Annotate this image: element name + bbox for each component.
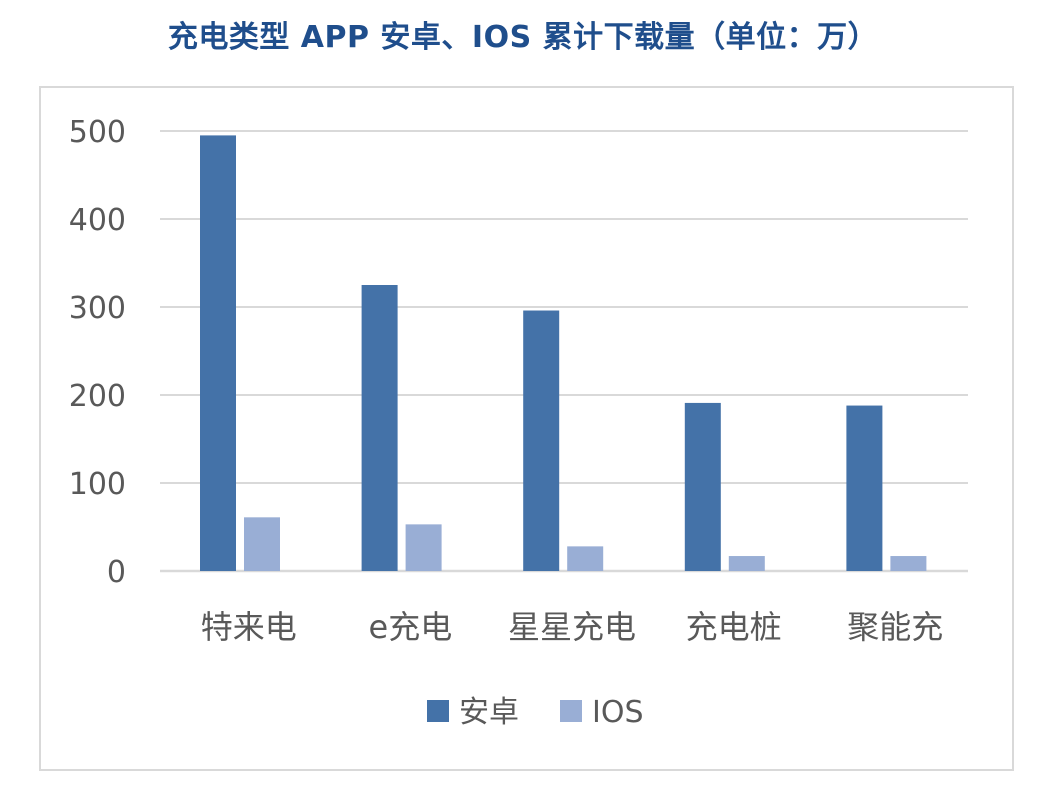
y-tick-label: 400 [69,203,126,238]
bars [200,135,927,571]
bar-android [684,402,721,571]
legend: 安卓 IOS [427,695,644,730]
x-axis-categories: 特来电 e充电 星星充电 充电桩 聚能充 [201,608,943,646]
y-tick-label: 100 [69,467,126,502]
bar-ios [890,556,927,571]
x-category-label: 特来电 [201,608,297,646]
gridlines [160,130,968,573]
y-tick-label: 200 [69,379,126,414]
x-category-label: 星星充电 [508,608,636,646]
bar-ios [244,517,280,571]
legend-label: 安卓 [459,695,519,730]
x-category-label: 聚能充 [847,608,943,646]
legend-swatch [560,700,582,722]
bar-android [361,285,398,571]
bar-android [846,405,883,571]
y-axis-ticks: 0 100 200 300 400 500 [69,115,126,590]
bar-android [523,310,560,571]
chart-title: 充电类型 APP 安卓、IOS 累计下载量（单位：万） [167,20,879,55]
bar-ios [567,546,604,571]
bar-ios [405,524,442,571]
y-tick-label: 500 [69,115,126,150]
legend-swatch [427,700,449,722]
y-tick-label: 300 [69,291,126,326]
legend-label: IOS [592,695,644,730]
bar-ios [728,556,765,571]
bar-android [200,135,236,571]
x-category-label: 充电桩 [686,608,782,646]
x-category-label: e充电 [369,608,453,646]
y-tick-label: 0 [107,555,126,590]
